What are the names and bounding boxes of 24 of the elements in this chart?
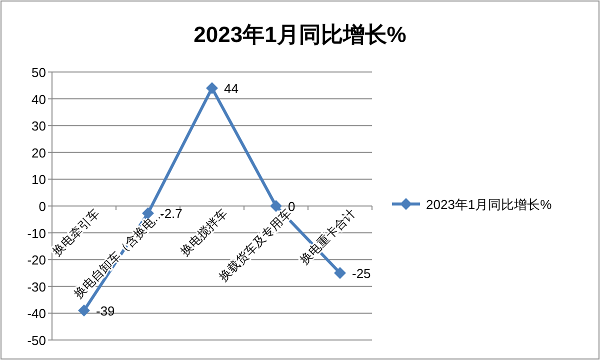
point <box>334 267 346 279</box>
y-tick-label: 0 <box>38 199 46 214</box>
y-tick-label: 50 <box>32 65 46 80</box>
data-label: -25 <box>352 266 371 281</box>
y-tick-label: 30 <box>32 118 46 134</box>
y-tick-label: -50 <box>27 333 46 348</box>
legend-label: 2023年1月同比增长% <box>426 197 552 212</box>
data-label: -39 <box>96 304 115 319</box>
y-tick-label: -30 <box>27 279 46 294</box>
x-tick-label: 换电牵引车 <box>50 206 102 259</box>
data-label: 44 <box>224 81 238 96</box>
point <box>142 207 154 220</box>
y-tick-label: -20 <box>27 252 46 268</box>
data-label: 0 <box>288 199 296 214</box>
data-label: -2.7 <box>160 206 182 222</box>
chart-title: 2023年1月同比增长% <box>194 22 406 47</box>
point <box>78 304 90 317</box>
x-tick-label: 换电重卡合计 <box>297 206 358 268</box>
y-tick-label: 20 <box>32 145 46 160</box>
point <box>206 82 218 94</box>
y-tick-label: -10 <box>27 226 46 241</box>
y-tick-label: 10 <box>32 172 46 188</box>
y-tick-label: 40 <box>32 92 46 107</box>
y-tick-label: -40 <box>27 306 46 322</box>
